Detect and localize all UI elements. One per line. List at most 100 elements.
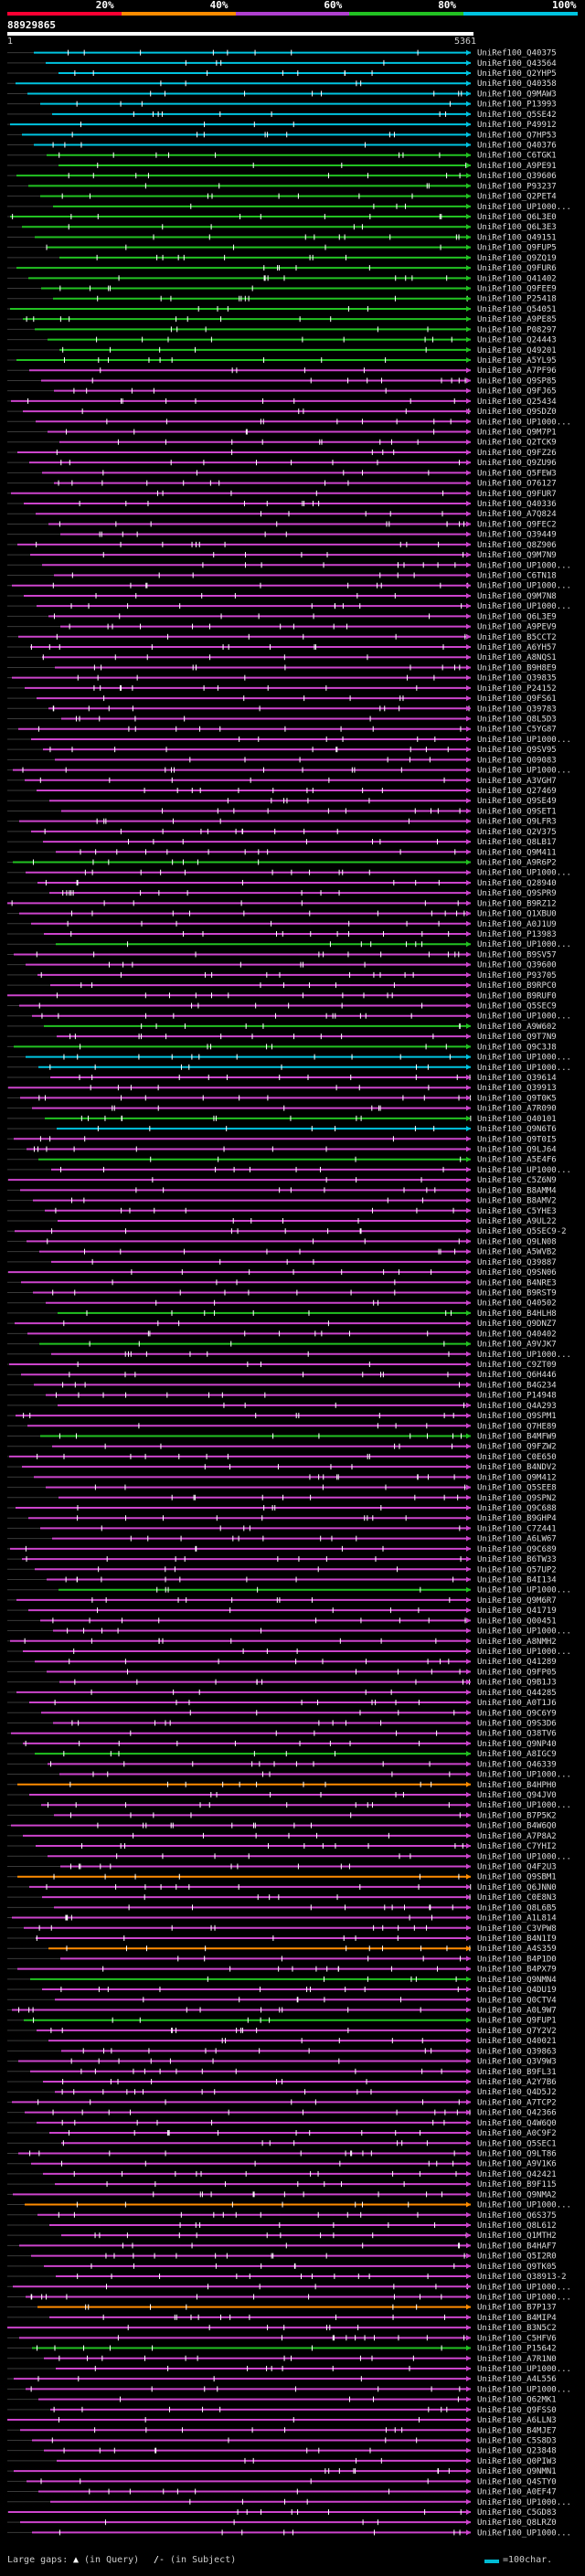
hit-label[interactable]: UniRef100_UP1000... <box>477 2293 571 2302</box>
hit-row[interactable]: UniRef100_B4MFW9 <box>7 1432 557 1441</box>
hit-label[interactable]: UniRef100_Q9M7P1 <box>477 429 557 438</box>
hit-row[interactable]: UniRef100_Q4DU19 <box>7 1986 557 1995</box>
hit-label[interactable]: UniRef100_Q9C3J8 <box>477 1043 557 1052</box>
hit-row[interactable]: UniRef100_B4PX79 <box>7 1966 557 1975</box>
hit-row[interactable]: UniRef100_B9F115 <box>7 2180 557 2189</box>
hit-row[interactable]: UniRef100_Q9NMA2 <box>7 2190 557 2200</box>
hit-row[interactable]: UniRef100_Q38913-2 <box>7 2273 567 2282</box>
hit-row[interactable]: UniRef100_Q9FJ65 <box>7 387 557 397</box>
hit-row[interactable]: UniRef100_Q9NMN4 <box>7 1976 557 1985</box>
hit-row[interactable]: UniRef100_A6YH57 <box>7 643 557 652</box>
hit-row[interactable]: UniRef100_B4I134 <box>7 1575 557 1585</box>
hit-label[interactable]: UniRef100_Q54051 <box>477 305 557 314</box>
hit-label[interactable]: UniRef100_Q39600 <box>477 961 557 970</box>
hit-label[interactable]: UniRef100_Q39449 <box>477 531 557 540</box>
hit-row[interactable]: UniRef100_Q41402 <box>7 274 557 283</box>
hit-label[interactable]: UniRef100_UP1000... <box>477 767 571 776</box>
hit-row[interactable]: UniRef100_O76127 <box>7 480 557 489</box>
hit-label[interactable]: UniRef100_UP1000... <box>477 602 571 611</box>
hit-label[interactable]: UniRef100_Q9NP40 <box>477 1740 557 1749</box>
hit-label[interactable]: UniRef100_C5YHE3 <box>477 1207 557 1216</box>
hit-row[interactable]: UniRef100_A6LLN3 <box>7 2416 557 2425</box>
hit-label[interactable]: UniRef100_Q2TCK9 <box>477 439 557 448</box>
hit-row[interactable]: UniRef100_Q9M7N8 <box>7 592 557 601</box>
hit-row[interactable]: UniRef100_UP1000... <box>7 2385 571 2394</box>
hit-label[interactable]: UniRef100_Q6JNN0 <box>477 1883 557 1892</box>
hit-row[interactable]: UniRef100_Q9FEC2 <box>7 520 557 529</box>
hit-row[interactable]: UniRef100_UP1000... <box>7 1627 571 1637</box>
hit-label[interactable]: UniRef100_Q7HE89 <box>477 1422 557 1431</box>
hit-label[interactable]: UniRef100_Q9TK05 <box>477 2263 557 2272</box>
hit-label[interactable]: UniRef100_Q9C688 <box>477 1504 557 1513</box>
hit-label[interactable]: UniRef100_P93237 <box>477 182 557 191</box>
hit-label[interactable]: UniRef100_A9R6P2 <box>477 859 557 868</box>
hit-label[interactable]: UniRef100_Q9M7N8 <box>477 592 557 601</box>
hit-row[interactable]: UniRef100_Q49151 <box>7 233 557 242</box>
hit-row[interactable]: UniRef100_Q39887 <box>7 1258 557 1267</box>
hit-row[interactable]: UniRef100_Q9FUR7 <box>7 490 557 499</box>
hit-row[interactable]: UniRef100_Q6L3E9 <box>7 612 557 621</box>
hit-row[interactable]: UniRef100_A5WVB2 <box>7 1248 557 1257</box>
hit-row[interactable]: UniRef100_A7TCP2 <box>7 2098 557 2107</box>
hit-label[interactable]: UniRef100_Q9FUP5 <box>477 244 557 253</box>
hit-row[interactable]: UniRef100_B4HAF7 <box>7 2242 557 2251</box>
hit-row[interactable]: UniRef100_Q9NP40 <box>7 1740 557 1749</box>
hit-row[interactable]: UniRef100_UP1000... <box>7 1166 571 1175</box>
hit-label[interactable]: UniRef100_Q40358 <box>477 80 557 89</box>
hit-label[interactable]: UniRef100_C7Z441 <box>477 1524 557 1533</box>
hit-label[interactable]: UniRef100_C5Z6N9 <box>477 1176 557 1185</box>
hit-row[interactable]: UniRef100_Q2V375 <box>7 828 557 837</box>
hit-label[interactable]: UniRef100_Q40101 <box>477 1115 557 1124</box>
hit-row[interactable]: UniRef100_Q5SEC9 <box>7 1002 557 1012</box>
hit-label[interactable]: UniRef100_A7Q824 <box>477 510 557 519</box>
hit-row[interactable]: UniRef100_P93237 <box>7 182 557 191</box>
hit-label[interactable]: UniRef100_Q39863 <box>477 2047 557 2056</box>
hit-row[interactable]: UniRef100_P14948 <box>7 1392 557 1401</box>
hit-row[interactable]: UniRef100_B9RPC0 <box>7 981 557 991</box>
hit-label[interactable]: UniRef100_P15642 <box>477 2345 557 2354</box>
hit-label[interactable]: UniRef100_Q9SPN2 <box>477 1494 557 1503</box>
hit-label[interactable]: UniRef100_Q5FEW3 <box>477 469 557 478</box>
hit-row[interactable]: UniRef100_Q9ZU96 <box>7 459 557 468</box>
hit-row[interactable]: UniRef100_A0EF47 <box>7 2488 557 2497</box>
hit-row[interactable]: UniRef100_Q27469 <box>7 787 557 796</box>
hit-label[interactable]: UniRef100_Q41289 <box>477 1658 557 1667</box>
hit-row[interactable]: UniRef100_A9UL22 <box>7 1217 557 1226</box>
hit-label[interactable]: UniRef100_Q39783 <box>477 705 557 714</box>
hit-row[interactable]: UniRef100_UP1000... <box>7 418 571 427</box>
hit-label[interactable]: UniRef100_Q1XBU0 <box>477 910 557 919</box>
hit-label[interactable]: UniRef100_B4PX79 <box>477 1966 557 1975</box>
hit-label[interactable]: UniRef100_B9H8E9 <box>477 663 557 673</box>
hit-row[interactable]: UniRef100_Q1MTH2 <box>7 2231 557 2241</box>
hit-label[interactable]: UniRef100_Q6L3E0 <box>477 213 557 222</box>
hit-row[interactable]: UniRef100_A9VJK7 <box>7 1341 557 1350</box>
hit-label[interactable]: UniRef100_B8AMV2 <box>477 1197 557 1206</box>
hit-label[interactable]: UniRef100_Q9T0K5 <box>477 1094 557 1103</box>
hit-row[interactable]: UniRef100_C5S8D3 <box>7 2436 557 2445</box>
hit-label[interactable]: UniRef100_Q9M411 <box>477 848 557 857</box>
hit-row[interactable]: UniRef100_B4NRE3 <box>7 1278 557 1288</box>
hit-label[interactable]: UniRef100_A4L556 <box>477 2375 557 2384</box>
hit-row[interactable]: UniRef100_C7Z441 <box>7 1524 557 1533</box>
hit-label[interactable]: UniRef100_UP1000... <box>477 1627 571 1637</box>
hit-label[interactable]: UniRef100_Q5I2R0 <box>477 2253 557 2262</box>
hit-row[interactable]: UniRef100_Q9S3D6 <box>7 1719 557 1728</box>
hit-row[interactable]: UniRef100_UP1000... <box>7 869 571 878</box>
hit-row[interactable]: UniRef100_UP1000... <box>7 1064 571 1073</box>
hit-label[interactable]: UniRef100_Q8Z906 <box>477 541 557 550</box>
hit-row[interactable]: UniRef100_Q46339 <box>7 1760 557 1769</box>
hit-row[interactable]: UniRef100_Q39863 <box>7 2047 557 2056</box>
hit-row[interactable]: UniRef100_UP1000... <box>7 1801 571 1810</box>
hit-label[interactable]: UniRef100_Q9FEC2 <box>477 520 557 529</box>
hit-row[interactable]: UniRef100_Q94JV0 <box>7 1791 557 1800</box>
hit-row[interactable]: UniRef100_Q4A293 <box>7 1402 557 1411</box>
hit-label[interactable]: UniRef100_A0EF47 <box>477 2488 557 2497</box>
hit-label[interactable]: UniRef100_B4MFW9 <box>477 1432 557 1441</box>
hit-row[interactable]: UniRef100_Q38TV6 <box>7 1730 557 1739</box>
hit-row[interactable]: UniRef100_UP1000... <box>7 602 571 611</box>
hit-row[interactable]: UniRef100_Q43564 <box>7 59 557 69</box>
hit-label[interactable]: UniRef100_Q9FP05 <box>477 1668 557 1677</box>
hit-row[interactable]: UniRef100_A7Q824 <box>7 510 557 519</box>
hit-row[interactable]: UniRef100_Q9TK05 <box>7 2263 557 2272</box>
hit-label[interactable]: UniRef100_Q94JV0 <box>477 1791 557 1800</box>
